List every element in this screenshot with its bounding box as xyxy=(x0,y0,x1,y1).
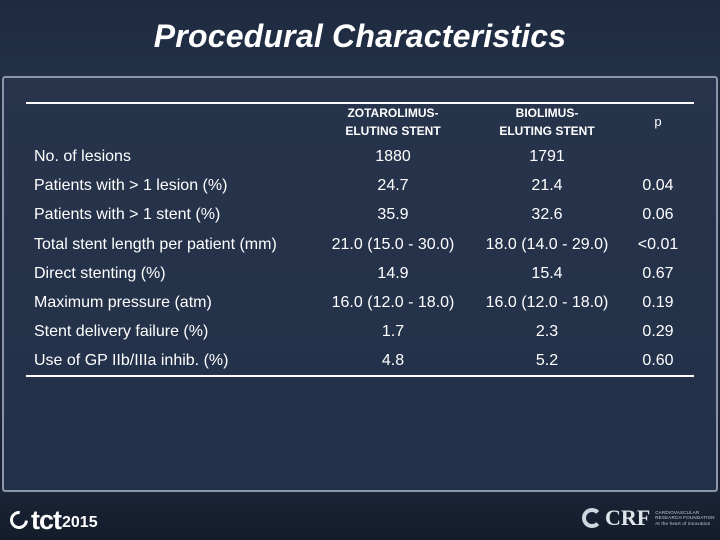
tct-logo-text: tct xyxy=(31,504,62,535)
table-row: Stent delivery failure (%) 1.7 2.3 0.29 xyxy=(34,323,694,352)
zes-value: 21.0 (15.0 - 30.0) xyxy=(331,236,455,253)
row-label: Maximum pressure (atm) xyxy=(34,294,212,311)
p-value: 0.60 xyxy=(642,352,674,369)
bes-value: 16.0 (12.0 - 18.0) xyxy=(485,294,609,311)
header-biolimus-line2: ELUTING STENT xyxy=(499,124,595,138)
header-p-value: p xyxy=(654,114,662,129)
table-row: Direct stenting (%) 14.9 15.4 0.67 xyxy=(34,265,694,294)
content-frame xyxy=(2,76,718,492)
crf-logo-subtitle: CARDIOVASCULAR RESEARCH FOUNDATION At th… xyxy=(655,510,714,527)
bes-value: 5.2 xyxy=(535,352,559,369)
crf-logo-text: CRF xyxy=(605,505,651,530)
bes-value: 18.0 (14.0 - 29.0) xyxy=(485,236,609,253)
header-biolimus: BIOLIMUS- ELUTING STENT xyxy=(472,104,622,140)
zes-value: 4.8 xyxy=(381,352,405,369)
row-label: Patients with > 1 stent (%) xyxy=(34,206,221,223)
header-zotarolimus-line1: ZOTAROLIMUS- xyxy=(347,106,439,120)
bes-value: 32.6 xyxy=(531,206,563,223)
crf-tagline: At the heart of innovation xyxy=(655,520,711,526)
crf-sub-line2: RESEARCH FOUNDATION xyxy=(655,515,715,521)
row-label: Direct stenting (%) xyxy=(34,265,166,282)
zes-value: 35.9 xyxy=(377,206,409,223)
title-band xyxy=(0,0,720,76)
p-value: 0.67 xyxy=(642,265,674,282)
header-zotarolimus: ZOTAROLIMUS- ELUTING STENT xyxy=(318,104,468,140)
zes-value: 1880 xyxy=(375,148,411,165)
table-row: No. of lesions 1880 1791 xyxy=(34,148,694,177)
zes-value: 1.7 xyxy=(381,323,405,340)
table-row: Use of GP IIb/IIIa inhib. (%) 4.8 5.2 0.… xyxy=(34,352,694,381)
p-value: 0.06 xyxy=(642,206,674,223)
header-biolimus-line1: BIOLIMUS- xyxy=(515,106,579,120)
zes-value: 24.7 xyxy=(377,177,409,194)
zes-value: 14.9 xyxy=(377,265,409,282)
table-bottom-rule xyxy=(26,375,694,377)
tct-logo-year: 2015 xyxy=(62,514,98,531)
crf-logo: CRF CARDIOVASCULAR RESEARCH FOUNDATION A… xyxy=(582,502,715,534)
row-label: Use of GP IIb/IIIa inhib. (%) xyxy=(34,352,229,369)
tct-swirl-icon xyxy=(6,507,32,533)
row-label: No. of lesions xyxy=(34,148,131,165)
bes-value: 2.3 xyxy=(535,323,559,340)
bes-value: 1791 xyxy=(529,148,565,165)
row-label: Patients with > 1 lesion (%) xyxy=(34,177,228,194)
crf-sub-line1: CARDIOVASCULAR xyxy=(655,509,700,515)
slide-title: Procedural Characteristics xyxy=(153,18,567,54)
table-row: Total stent length per patient (mm) 21.0… xyxy=(34,236,694,265)
bes-value: 15.4 xyxy=(531,265,563,282)
crf-swirl-icon xyxy=(582,508,602,528)
table-row: Maximum pressure (atm) 16.0 (12.0 - 18.0… xyxy=(34,294,694,323)
p-value: 0.04 xyxy=(642,177,674,194)
zes-value: 16.0 (12.0 - 18.0) xyxy=(331,294,455,311)
row-label: Total stent length per patient (mm) xyxy=(34,236,277,253)
table-row: Patients with > 1 stent (%) 35.9 32.6 0.… xyxy=(34,206,694,235)
bes-value: 21.4 xyxy=(531,177,563,194)
header-zotarolimus-line2: ELUTING STENT xyxy=(345,124,441,138)
p-value: <0.01 xyxy=(637,236,679,253)
table-row: Patients with > 1 lesion (%) 24.7 21.4 0… xyxy=(34,177,694,206)
tct-logo: tct 2015 xyxy=(6,504,98,535)
p-value: 0.19 xyxy=(642,294,674,311)
p-value: 0.29 xyxy=(642,323,674,340)
row-label: Stent delivery failure (%) xyxy=(34,323,209,340)
table-top-rule xyxy=(26,102,694,104)
